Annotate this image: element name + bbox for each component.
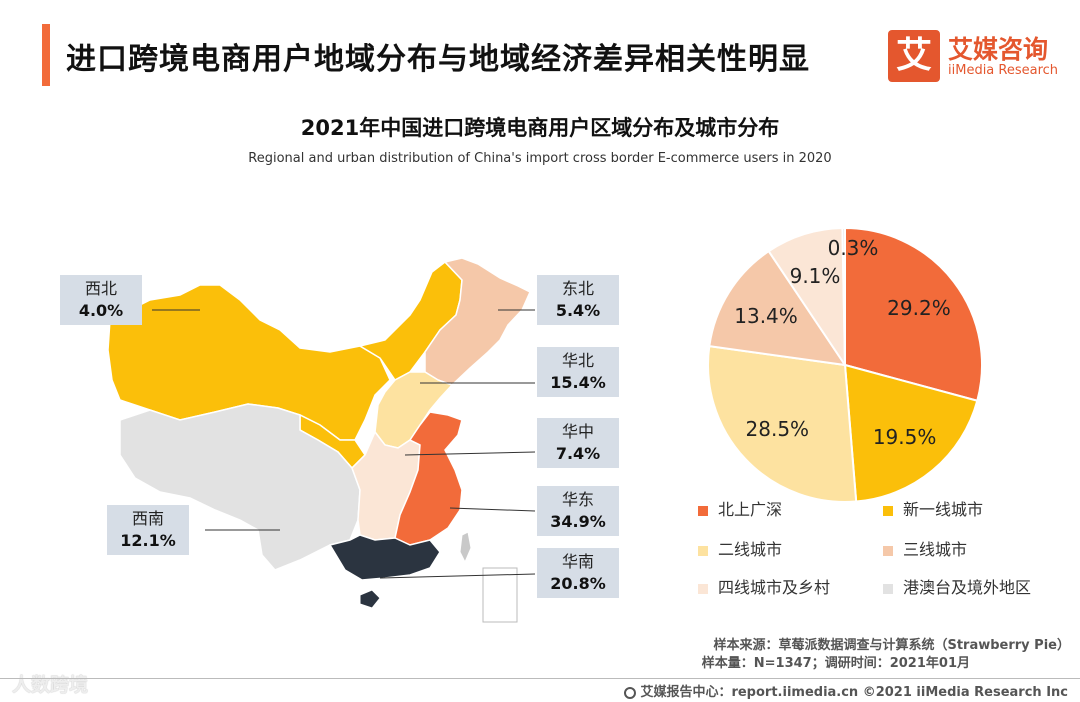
logo-icon: 艾 bbox=[888, 30, 940, 82]
map-region-dongbei bbox=[424, 257, 531, 386]
region-label-huadong: 华东 34.9% bbox=[537, 486, 619, 536]
map-region-huadong bbox=[394, 411, 463, 546]
region-label-xibei: 西北 4.0% bbox=[60, 275, 142, 325]
map-island-taiwan bbox=[459, 531, 472, 564]
region-label-huabei: 华北 15.4% bbox=[537, 347, 619, 397]
pie-label-3: 13.4% bbox=[734, 303, 798, 328]
chart-subtitle: Regional and urban distribution of China… bbox=[248, 151, 832, 166]
legend-item-new-tier1: 新一线城市 bbox=[883, 496, 983, 520]
map-region-xinan bbox=[119, 403, 361, 571]
page-title: 进口跨境电商用户地域分布与地域经济差异相关性明显 bbox=[66, 42, 810, 77]
pie-slice-4 bbox=[767, 227, 847, 369]
pie-label-5: 0.3% bbox=[827, 236, 879, 260]
pie-slice-0 bbox=[844, 226, 983, 402]
pie-slice-1 bbox=[843, 363, 979, 503]
legend-item-tier2: 二线城市 bbox=[698, 536, 782, 560]
pie-slice-3 bbox=[708, 249, 848, 367]
region-label-huanan: 华南 20.8% bbox=[537, 548, 619, 598]
legend-item-tier3: 三线城市 bbox=[883, 536, 967, 560]
pie-label-1: 19.5% bbox=[872, 424, 937, 449]
footnote-sample: 样本量：N=1347；调研时间：2021年01月 bbox=[701, 656, 970, 671]
pie-slice-5 bbox=[841, 226, 846, 366]
pie-label-0: 29.2% bbox=[887, 296, 951, 321]
south-sea-inset bbox=[482, 567, 518, 623]
footer-text: 艾媒报告中心：report.iimedia.cn ©2021 iiMedia R… bbox=[640, 685, 1068, 700]
footer: 艾媒报告中心：report.iimedia.cn ©2021 iiMedia R… bbox=[624, 681, 1068, 700]
legend-item-tier4-rural: 四线城市及乡村 bbox=[698, 574, 830, 598]
china-region-map bbox=[107, 257, 536, 623]
pie-label-2: 28.5% bbox=[745, 416, 810, 441]
region-label-huazhong: 华中 7.4% bbox=[537, 418, 619, 468]
legend-item-overseas: 港澳台及境外地区 bbox=[883, 574, 1031, 598]
region-label-xinan: 西南 12.1% bbox=[107, 505, 189, 555]
region-label-dongbei: 东北 5.4% bbox=[537, 275, 619, 325]
footnote-source: 样本来源：草莓派数据调查与计算系统（Strawberry Pie） bbox=[713, 638, 1070, 653]
logo-name-en: iiMedia Research bbox=[948, 63, 1059, 78]
map-island-hainan bbox=[359, 589, 381, 609]
map-region-huanan bbox=[328, 534, 441, 581]
footer-divider bbox=[0, 678, 1080, 679]
title-accent-bar bbox=[42, 24, 50, 86]
chart-title: 2021年中国进口跨境电商用户区域分布及城市分布 bbox=[300, 116, 780, 140]
watermark: 人数跨境 bbox=[12, 674, 89, 696]
pie-label-4: 9.1% bbox=[789, 264, 841, 288]
iimedia-logo: 艾 艾媒咨询 iiMedia Research bbox=[888, 30, 1063, 82]
leader-lines bbox=[152, 309, 536, 579]
city-tier-pie-chart bbox=[707, 226, 983, 503]
logo-name-cn: 艾媒咨询 bbox=[948, 35, 1049, 64]
legend-item-tier1: 北上广深 bbox=[698, 496, 782, 520]
globe-icon bbox=[624, 686, 637, 699]
pie-slice-2 bbox=[707, 344, 858, 503]
